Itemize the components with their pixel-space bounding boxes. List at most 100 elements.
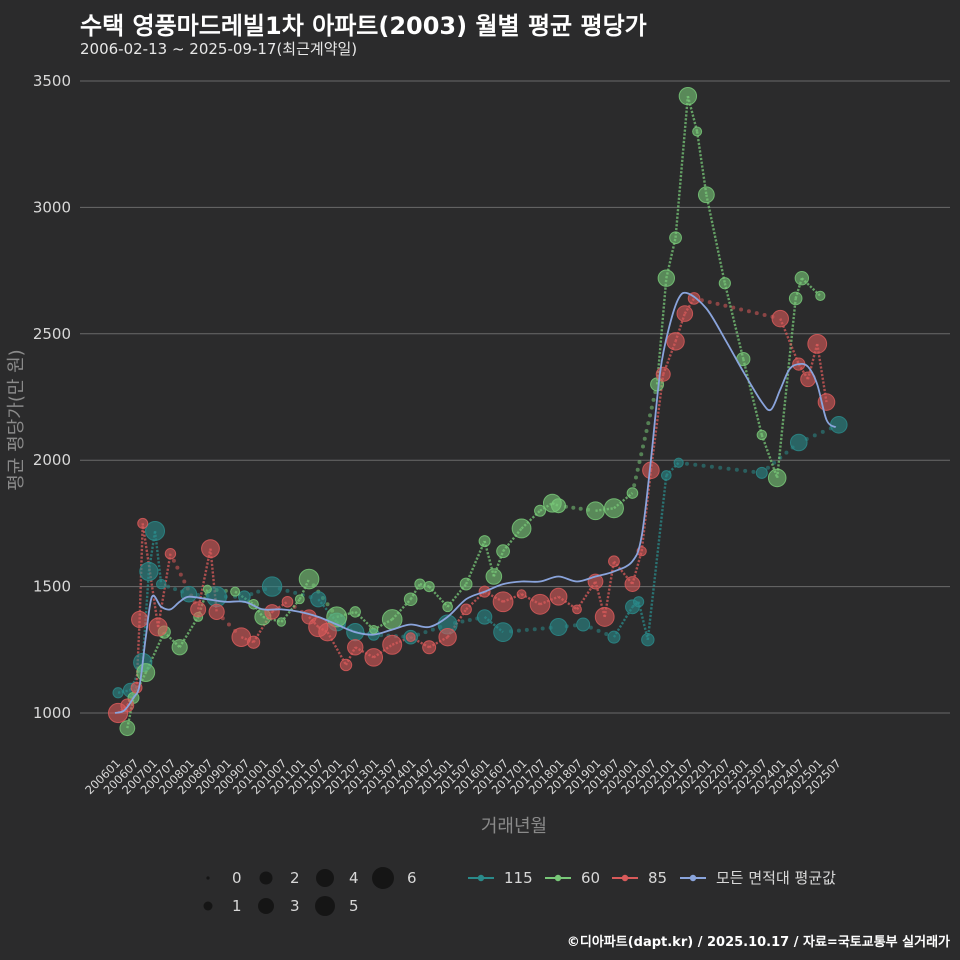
series-115-segment <box>147 530 157 572</box>
series-115-dot <box>540 626 545 631</box>
legend-label-avg: 모든 면적대 평균값 <box>716 869 836 887</box>
size-legend-label: 2 <box>290 869 300 887</box>
series-60-segment <box>674 96 690 238</box>
series-60-dot <box>635 467 640 472</box>
series-85-segment <box>196 548 212 610</box>
series-60-point <box>136 663 156 682</box>
series-60-segment <box>686 95 699 132</box>
series-115-dot <box>701 463 706 468</box>
series-85-point <box>339 658 353 672</box>
legend-marker-85 <box>621 874 629 882</box>
series-85-dot <box>746 309 751 314</box>
series-60-point <box>756 429 767 441</box>
series-60-dot <box>648 413 653 418</box>
series-115-point <box>261 576 283 597</box>
series-60-point <box>788 291 803 306</box>
series-115-dot <box>256 589 261 594</box>
series-115-dot <box>524 627 529 632</box>
series-60-point <box>511 518 532 539</box>
series-60-point <box>414 578 426 590</box>
series-60-point <box>718 277 731 290</box>
series-115-point <box>755 466 768 479</box>
series-115-dot <box>173 587 178 592</box>
series-115-dot <box>430 627 435 632</box>
series-85-point <box>137 517 149 529</box>
series-115-dot <box>588 625 593 630</box>
series-115-point <box>139 561 159 582</box>
series-60-point <box>423 581 435 593</box>
legend-label-85: 85 <box>648 869 667 887</box>
series-60-point <box>603 498 624 519</box>
series-85-point <box>572 604 582 615</box>
grid <box>80 80 950 714</box>
series-115-dot <box>693 462 698 467</box>
series-85-point <box>208 603 225 620</box>
series-60-point <box>767 468 787 488</box>
series-85-point <box>460 603 472 616</box>
series-60-dot <box>649 405 654 410</box>
series-85-point <box>676 305 694 322</box>
series-115-segment <box>665 461 680 477</box>
series-85-dot <box>178 572 183 577</box>
series-115-segment <box>646 475 668 640</box>
size-legend-marker <box>372 867 394 889</box>
series-85-point <box>405 632 416 643</box>
series-85-point <box>594 607 615 627</box>
series-60-point <box>534 504 547 517</box>
series-115-point <box>633 596 645 608</box>
series-85-dot <box>754 311 759 316</box>
series-115-point <box>830 416 848 434</box>
series-60-dot <box>325 602 330 607</box>
series-60-dot <box>641 444 645 449</box>
series-60-point <box>669 231 682 245</box>
series-115-point <box>673 457 684 468</box>
series-85-dot <box>715 301 720 306</box>
series-85-point <box>422 640 437 655</box>
series-85-segment <box>640 470 653 552</box>
series-60-point <box>202 584 212 594</box>
series-60-dot <box>646 421 651 426</box>
series-60-segment <box>705 194 727 284</box>
series-85-point <box>148 617 168 637</box>
series-60-point <box>678 86 698 106</box>
series-85-dot <box>723 303 728 308</box>
series-85-point <box>549 587 568 606</box>
series-115-point <box>549 618 568 637</box>
series-85-dot <box>226 622 231 627</box>
series-85-dot <box>739 307 744 312</box>
x-axis-label: 거래년월 <box>481 816 547 837</box>
series-85-segment <box>797 363 810 380</box>
series-60-point <box>496 544 510 559</box>
series-60-point <box>692 126 703 137</box>
series-60-point <box>794 270 810 286</box>
series-85-segment <box>326 631 348 666</box>
series-115-dot <box>751 469 756 474</box>
series-115-dot <box>743 468 748 473</box>
size-legend-label: 4 <box>349 869 359 887</box>
size-legend-marker <box>315 896 335 916</box>
series-115-point <box>576 617 591 632</box>
y-tick-label: 1000 <box>33 704 71 722</box>
series-85-point <box>655 366 671 382</box>
series-60-point <box>276 617 287 627</box>
series-85-point <box>529 593 551 615</box>
series-85-dot <box>731 305 736 310</box>
series-60-point <box>230 586 241 597</box>
series-115-dot <box>709 464 714 469</box>
series-segments <box>117 95 828 729</box>
series-60-point <box>298 568 320 590</box>
series-115-dot <box>718 465 723 470</box>
series-60-point <box>349 606 361 618</box>
series-85-segment <box>156 553 172 628</box>
series-115-dot <box>467 617 472 622</box>
series-85-point <box>438 627 457 647</box>
series-115-point <box>156 578 167 590</box>
series-85-point <box>247 635 261 649</box>
series-85-dot <box>175 565 180 570</box>
series-115-dot <box>532 627 537 632</box>
series-115-dot <box>596 628 601 633</box>
series-85-point <box>347 639 364 656</box>
average-line <box>114 291 837 714</box>
series-115-dot <box>604 632 609 636</box>
